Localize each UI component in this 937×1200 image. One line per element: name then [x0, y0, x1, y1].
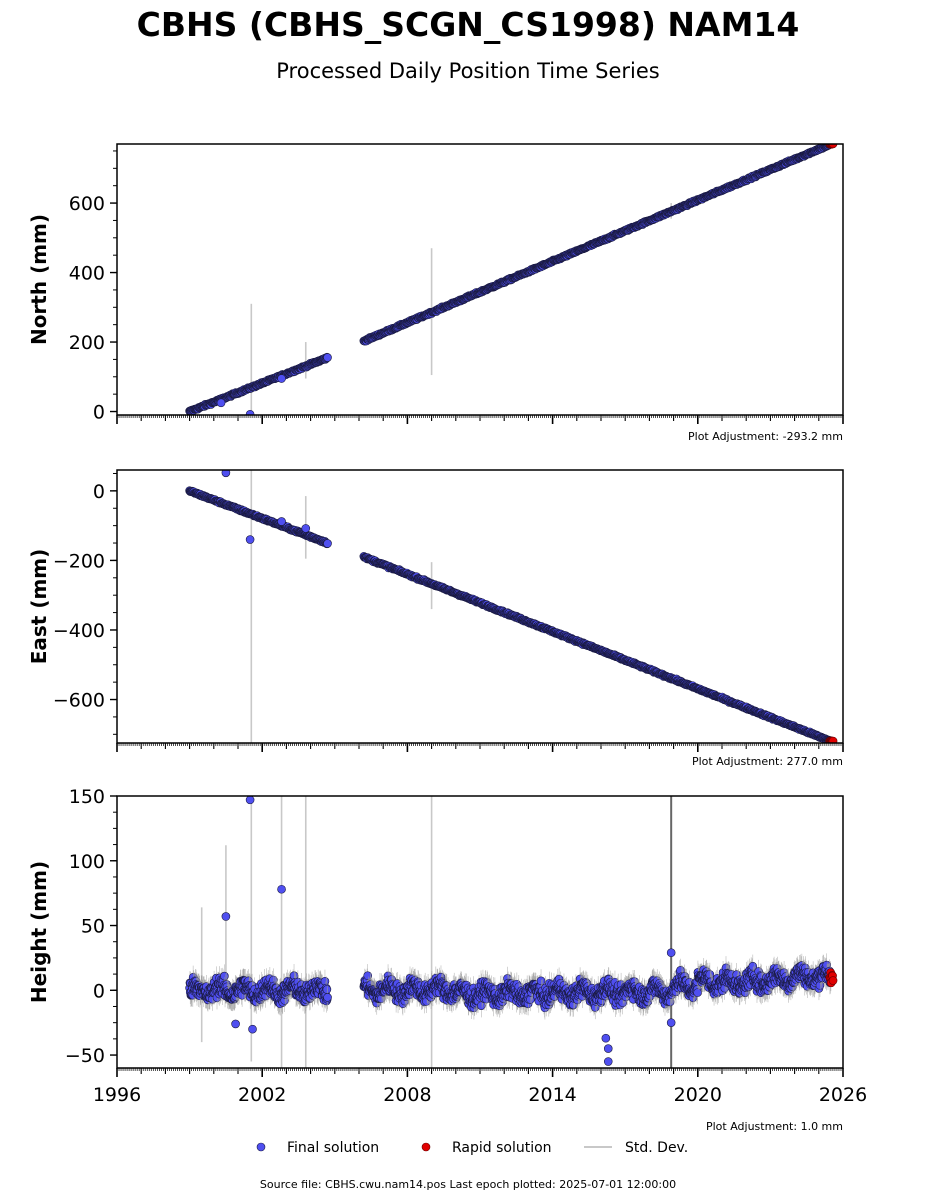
- plot-area-3: [185, 796, 838, 1068]
- y-tick-label: 0: [93, 402, 105, 424]
- y-axis-label: East (mm): [27, 549, 51, 665]
- plot-area-2: [185, 470, 838, 743]
- y-tick-label: 600: [69, 193, 105, 215]
- plot-adjustment-note: Plot Adjustment: -293.2 mm: [688, 430, 843, 443]
- data-point-final: [277, 517, 286, 526]
- panel-1: 0 200 400 600 North (mm) Plot Adjustment: -29…: [27, 143, 844, 443]
- plot-adjustment-note: Plot Adjustment: 277.0 mm: [692, 755, 843, 768]
- data-point-rapid: [828, 736, 838, 743]
- data-point-final: [323, 993, 332, 1002]
- y-axis-label: North (mm): [27, 214, 51, 345]
- panel-2: 0 −200 −400 −600 East (mm) Plot Adjustment: 2…: [27, 469, 844, 768]
- y-tick-label: −600: [53, 690, 105, 712]
- y-tick-label: 200: [69, 332, 105, 354]
- plot-area-1: [185, 144, 838, 415]
- y-tick-label: −200: [53, 550, 105, 572]
- data-point-final: [221, 470, 231, 478]
- data-point-final: [323, 353, 332, 362]
- data-point-final: [277, 374, 286, 383]
- data-point-final: [301, 524, 311, 533]
- data-point-final: [323, 539, 332, 548]
- y-tick-label: −400: [53, 620, 105, 642]
- figure-subtitle: Processed Daily Position Time Series: [276, 59, 660, 83]
- data-point-rapid: [828, 144, 838, 149]
- data-point-final: [322, 985, 332, 994]
- figure-title: CBHS (CBHS_SCGN_CS1998) NAM14: [137, 5, 800, 44]
- data-point-final: [245, 535, 255, 544]
- panels: 0 200 400 600 North (mm) Plot Adjustment: -29…: [27, 143, 867, 1133]
- data-point-final: [216, 398, 226, 408]
- y-tick-label: 400: [69, 263, 105, 285]
- y-tick-label: 0: [93, 481, 105, 503]
